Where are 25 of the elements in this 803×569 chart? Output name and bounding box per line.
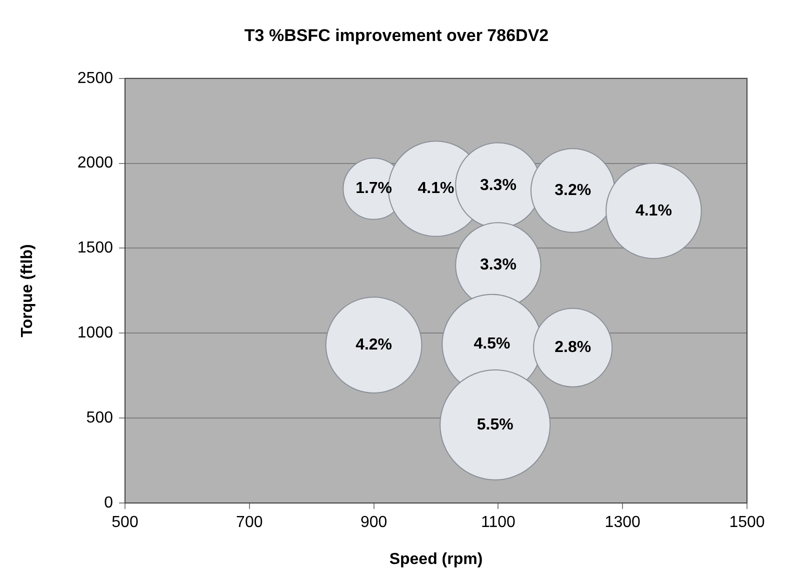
y-tick-label: 2500	[77, 70, 114, 87]
y-tick-label: 1000	[77, 324, 114, 342]
x-tick-label: 900	[360, 514, 388, 532]
y-tick-label: 2000	[77, 154, 114, 172]
annotation: 5.5%	[476, 416, 514, 434]
x-tick-label: 700	[236, 514, 263, 532]
y-tick-label: 500	[86, 409, 114, 426]
x-tick-label: 500	[112, 514, 138, 532]
chart-title: T3 %BSFC improvement over 786DV2	[244, 26, 549, 45]
x-tick-label: 1300	[604, 514, 640, 532]
y-tick-label: 1500	[77, 240, 114, 257]
x-tick-label: 1100	[480, 514, 516, 532]
annotation: 1.7%	[356, 180, 392, 198]
annotation: 4.2%	[356, 336, 392, 354]
annotation: 3.2%	[554, 182, 592, 199]
annotation: 3.3%	[480, 176, 516, 194]
y-axis-title: Torque (ftlb)	[19, 244, 36, 338]
annotation: 4.5%	[474, 336, 510, 353]
x-tick-label: 1500	[729, 514, 765, 532]
annotation: 2.8%	[554, 339, 592, 356]
y-tick-label: 0	[104, 494, 114, 512]
annotation: 3.3%	[480, 256, 516, 274]
annotation: 4.1%	[418, 180, 454, 198]
x-axis-title: Speed (rpm)	[389, 550, 483, 568]
annotation: 4.1%	[635, 202, 672, 220]
